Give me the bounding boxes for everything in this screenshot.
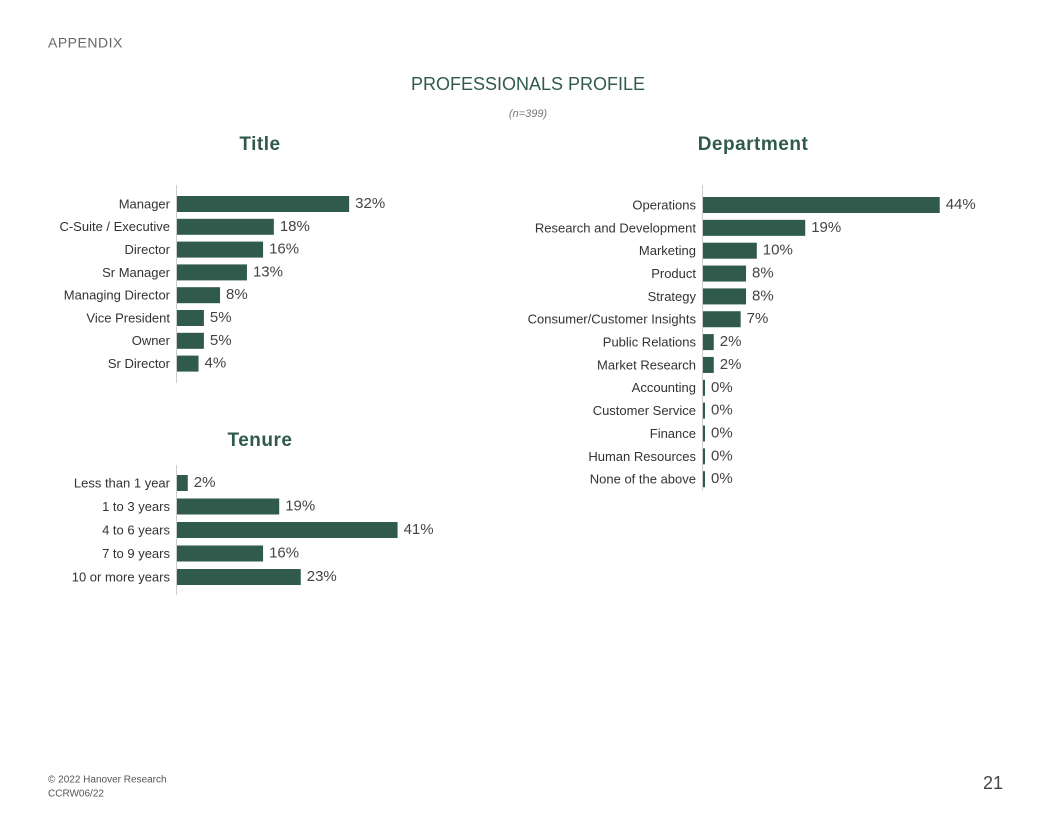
value-label: 13%	[253, 263, 283, 280]
page-title: PROFESSIONALS PROFILE	[411, 74, 645, 94]
bar	[177, 569, 301, 585]
bar	[177, 498, 280, 515]
bar	[703, 288, 747, 305]
value-label: 16%	[269, 544, 299, 561]
bar	[177, 522, 398, 538]
category-label: Less than 1 year	[74, 475, 171, 490]
bar	[703, 356, 714, 373]
value-label: 0%	[711, 379, 733, 396]
bar	[703, 471, 705, 488]
category-label: Research and Development	[535, 220, 697, 235]
bar	[177, 332, 204, 349]
value-label: 2%	[720, 356, 742, 373]
value-label: 8%	[226, 286, 248, 303]
bar	[177, 241, 264, 258]
category-label: Strategy	[648, 289, 697, 304]
value-label: 5%	[210, 309, 232, 326]
category-label: Human Resources	[588, 449, 696, 464]
category-label: Sr Manager	[102, 265, 171, 280]
bar	[177, 475, 188, 491]
page-number: 21	[983, 773, 1003, 793]
bar	[703, 402, 705, 419]
bar	[703, 425, 705, 442]
bar	[703, 265, 747, 282]
value-label: 19%	[285, 497, 315, 514]
bar	[177, 287, 221, 304]
category-label: 1 to 3 years	[102, 499, 170, 514]
chart-title: Tenure	[228, 430, 293, 451]
category-label: Market Research	[597, 357, 696, 372]
bar	[177, 264, 247, 281]
subtitle: (n=399)	[509, 108, 548, 120]
value-label: 18%	[280, 218, 310, 235]
value-label: 8%	[752, 265, 774, 282]
chart-title: Title	[239, 134, 280, 155]
value-label: 4%	[205, 355, 227, 372]
bar	[703, 242, 757, 259]
category-label: Product	[651, 266, 696, 281]
category-label: None of the above	[590, 472, 696, 487]
value-label: 0%	[711, 424, 733, 441]
category-label: Marketing	[639, 243, 696, 258]
category-label: Manager	[119, 196, 171, 211]
category-label: Managing Director	[64, 288, 171, 303]
category-label: Consumer/Customer Insights	[528, 312, 697, 327]
bar	[177, 310, 204, 326]
value-label: 7%	[747, 310, 769, 327]
value-label: 23%	[307, 568, 337, 585]
bar	[703, 197, 940, 213]
category-label: 7 to 9 years	[102, 546, 170, 561]
category-label: 10 or more years	[72, 569, 171, 584]
bar	[703, 334, 714, 351]
category-label: C-Suite / Executive	[59, 219, 170, 234]
value-label: 16%	[269, 241, 299, 258]
category-label: Accounting	[632, 380, 696, 395]
category-label: Public Relations	[603, 335, 697, 350]
category-label: Owner	[132, 333, 171, 348]
bar	[177, 196, 350, 212]
value-label: 8%	[752, 287, 774, 304]
bar	[177, 218, 274, 235]
category-label: Operations	[632, 197, 696, 212]
category-label: Customer Service	[593, 403, 696, 418]
value-label: 19%	[811, 219, 841, 236]
bar	[177, 355, 199, 372]
value-label: 0%	[711, 447, 733, 464]
category-label: Director	[124, 242, 170, 257]
category-label: Sr Director	[108, 356, 171, 371]
value-label: 0%	[711, 470, 733, 487]
copyright: © 2022 Hanover Research	[48, 775, 167, 786]
bar	[703, 379, 705, 396]
value-label: 44%	[946, 196, 976, 213]
chart-title: Department	[698, 134, 809, 155]
value-label: 10%	[763, 242, 793, 259]
bar	[703, 448, 705, 465]
value-label: 41%	[404, 521, 434, 538]
bar	[703, 311, 741, 328]
doc-code: CCRW06/22	[48, 789, 104, 800]
category-label: Vice President	[86, 310, 170, 325]
value-label: 2%	[720, 333, 742, 350]
category-label: Finance	[650, 426, 696, 441]
value-label: 5%	[210, 332, 232, 349]
category-label: 4 to 6 years	[102, 522, 170, 537]
value-label: 32%	[355, 195, 385, 212]
bar	[177, 545, 264, 562]
value-label: 2%	[194, 474, 216, 491]
section-label: APPENDIX	[48, 35, 123, 51]
value-label: 0%	[711, 402, 733, 419]
bar	[703, 219, 806, 236]
